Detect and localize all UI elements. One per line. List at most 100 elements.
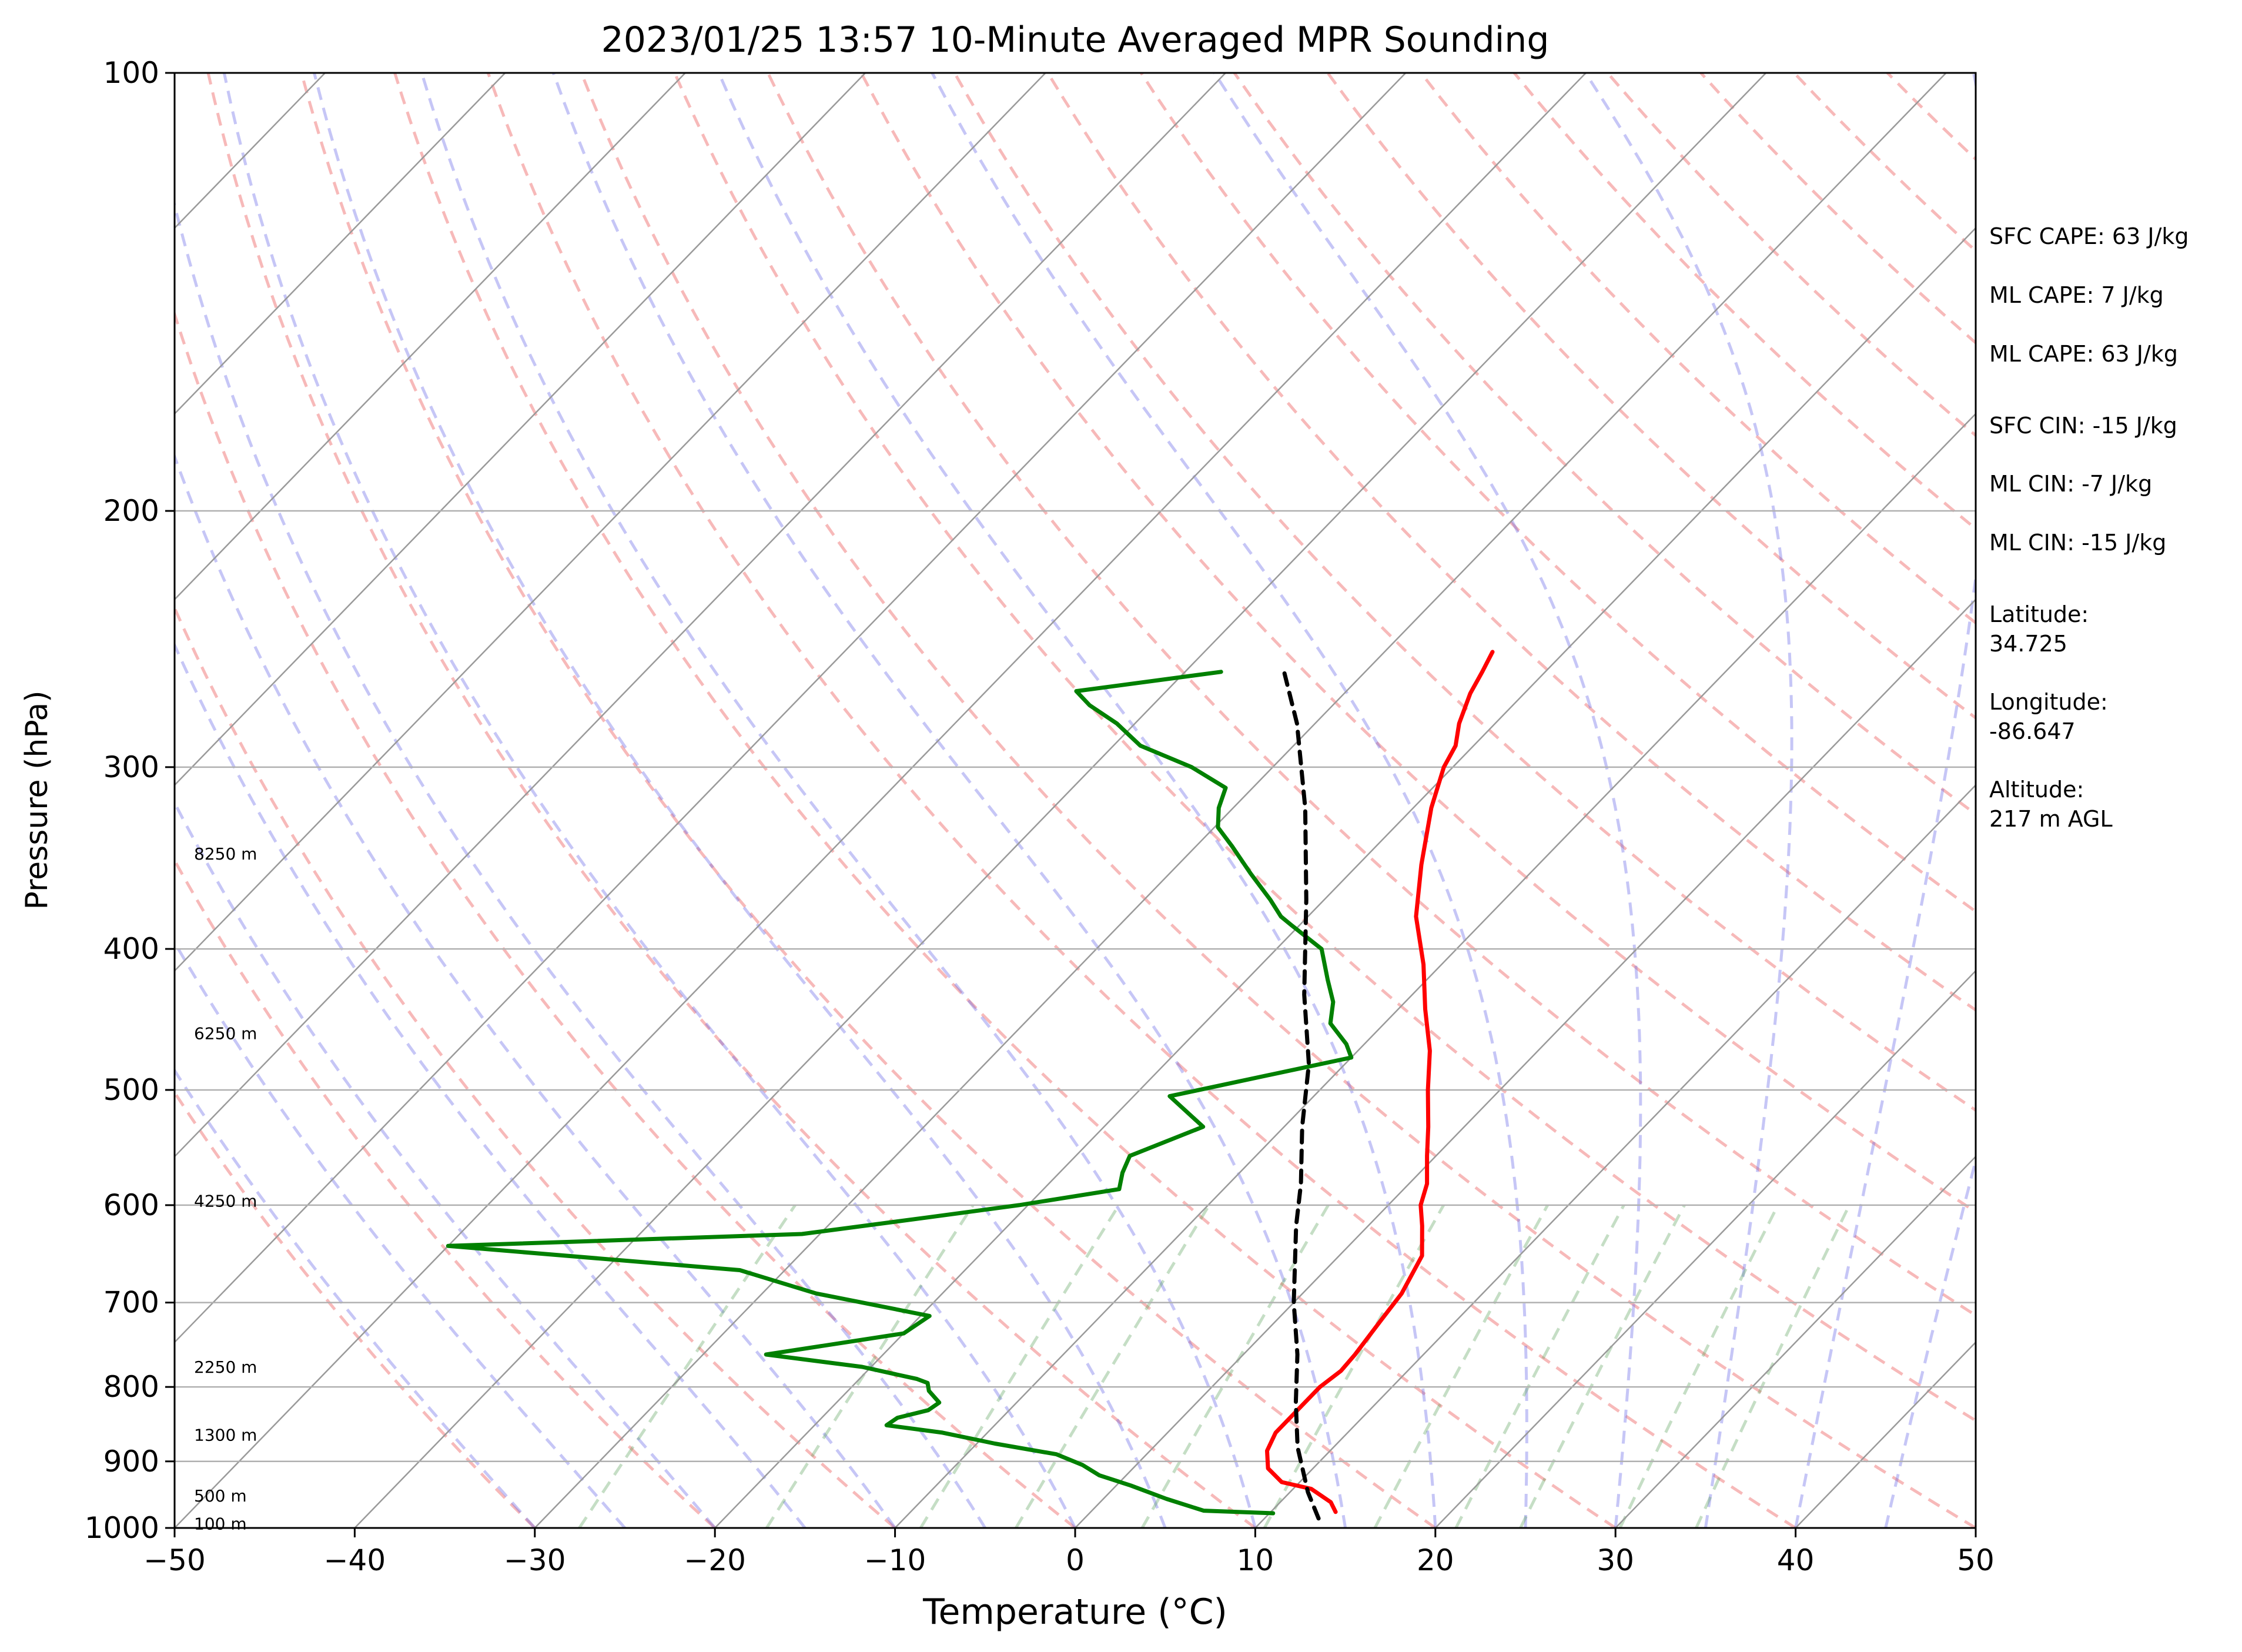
plot-area <box>175 73 1976 1528</box>
dry-adiabat-line <box>767 73 1976 1317</box>
isotherm-line <box>175 73 686 601</box>
moist-adiabat-line <box>222 73 1077 1528</box>
dry-adiabats <box>175 73 1976 1528</box>
dry-adiabat-line <box>953 73 1976 1112</box>
dry-adiabat-line <box>175 604 896 1528</box>
moist-adiabat-line <box>313 73 1167 1528</box>
x-tick-label: 30 <box>1597 1543 1634 1577</box>
isotherm-line <box>175 73 866 787</box>
moist-adiabat-line <box>175 199 986 1528</box>
x-tick-label: −20 <box>684 1543 746 1577</box>
x-tick-label: 40 <box>1777 1543 1815 1577</box>
y-tick-label: 500 <box>103 1073 159 1107</box>
isotherm-line <box>1434 969 1976 1528</box>
dry-adiabat-line <box>1046 73 1976 1012</box>
y-tick-label: 700 <box>103 1286 159 1320</box>
y-tick-label: 900 <box>103 1444 159 1479</box>
moist-adiabat-line <box>175 641 807 1528</box>
height-label: 4250 m <box>194 1192 257 1211</box>
dry-adiabat-line <box>206 73 1256 1528</box>
height-label: 1300 m <box>194 1426 257 1445</box>
height-label: 100 m <box>194 1514 247 1533</box>
x-tick-label: −30 <box>504 1543 566 1577</box>
x-tick-label: −10 <box>864 1543 926 1577</box>
parcel-path-line <box>1282 670 1321 1521</box>
mixing-ratio-line <box>578 1204 797 1528</box>
isotherm-line <box>354 73 1767 1528</box>
x-tick-label: 50 <box>1957 1543 1995 1577</box>
dry-adiabat-line <box>175 857 716 1528</box>
dry-adiabat-line <box>1699 73 1976 345</box>
y-axis-label: Pressure (hPa) <box>19 691 55 910</box>
chart-title: 2023/01/25 13:57 10-Minute Averaged MPR … <box>601 19 1550 61</box>
mixing-ratio-line <box>1618 1204 1779 1528</box>
moist-adiabat-line <box>1794 73 1976 1528</box>
moist-adiabat-line <box>931 73 1528 1528</box>
mixing-ratio-line <box>1519 1204 1686 1528</box>
moist-adiabat-line <box>1584 73 1793 1528</box>
x-tick-label: 10 <box>1237 1543 1274 1577</box>
x-axis-label: Temperature (°C) <box>922 1591 1227 1633</box>
mixing-ratio-line <box>1454 1204 1625 1528</box>
isotherm-line <box>1075 598 1976 1528</box>
x-tick-label: −40 <box>324 1543 386 1577</box>
dry-adiabat-line <box>300 73 1437 1528</box>
moist-adiabat-line <box>175 800 717 1528</box>
isotherms <box>175 73 1976 1528</box>
x-tick-label: −50 <box>143 1543 206 1577</box>
ml-cape-text-2: ML CAPE: 63 J/kg <box>1989 341 2178 367</box>
moist-adiabat-line <box>717 73 1437 1528</box>
ml-cin-text: ML CIN: -7 J/kg <box>1989 471 2152 497</box>
isotherm-line <box>1254 784 1976 1528</box>
mixing-ratio-line <box>1373 1204 1549 1528</box>
isotherm-line <box>1615 1155 1976 1528</box>
isobars <box>175 73 1976 1528</box>
y-tick-label: 400 <box>103 932 159 966</box>
height-label: 6250 m <box>194 1024 257 1043</box>
temperature-profile-line <box>1265 650 1495 1514</box>
dry-adiabat-line <box>175 1089 536 1528</box>
x-tick-label: 20 <box>1417 1543 1454 1577</box>
dry-adiabat-line <box>859 73 1976 1214</box>
height-label: 2250 m <box>194 1357 257 1377</box>
sfc-cape-text: SFC CAPE: 63 J/kg <box>1989 223 2189 249</box>
ml-cin-text-2: ML CIN: -15 J/kg <box>1989 530 2166 556</box>
isotherm-line <box>175 73 506 415</box>
y-tick-label: 200 <box>103 494 159 528</box>
mixing-ratio-line <box>1263 1204 1445 1528</box>
y-tick-label: 1000 <box>85 1511 159 1545</box>
dry-adiabat-line <box>393 73 1617 1528</box>
moist-adiabat-line <box>175 1068 536 1528</box>
ml-cape-text: ML CAPE: 7 J/kg <box>1989 282 2164 308</box>
moist-adiabat-line <box>420 73 1257 1528</box>
y-tick-label: 300 <box>103 750 159 784</box>
height-label: 8250 m <box>194 844 257 864</box>
isotherm-line <box>175 73 1407 1343</box>
moist-adiabat-line <box>175 939 626 1528</box>
y-axis-ticks: 1000 900 800 700 600 500 400 300 200 100 <box>85 56 175 1545</box>
isotherm-line <box>714 227 1976 1528</box>
x-tick-label: 0 <box>1066 1543 1085 1577</box>
dewpoint-profile-line <box>446 670 1354 1516</box>
y-tick-label: 100 <box>103 56 159 90</box>
isotherm-line <box>534 73 1947 1528</box>
isotherm-line <box>894 412 1976 1528</box>
moist-adiabats <box>175 73 1976 1528</box>
altitude-value: 217 m AGL <box>1989 806 2113 832</box>
longitude-value: -86.647 <box>1989 718 2076 744</box>
moist-adiabat-line <box>175 452 896 1528</box>
dry-adiabat-line <box>486 73 1796 1528</box>
latitude-value: 34.725 <box>1989 631 2067 657</box>
info-panel: SFC CAPE: 63 J/kg ML CAPE: 7 J/kg ML CAP… <box>1989 223 2189 832</box>
x-axis-ticks: −50 −40 −30 −20 −10 0 10 20 30 40 50 <box>143 1528 1995 1577</box>
altitude-label: Altitude: <box>1989 777 2084 802</box>
isotherm-line <box>175 73 1046 972</box>
dry-adiabat-line <box>580 73 1976 1528</box>
height-labels: 100 m 500 m 1300 m 2250 m 4250 m 6250 m 8250 m <box>194 844 257 1533</box>
y-tick-label: 600 <box>103 1188 159 1222</box>
height-label: 500 m <box>194 1486 247 1506</box>
latitude-label: Latitude: <box>1989 601 2089 627</box>
isotherm-line <box>175 73 1587 1528</box>
